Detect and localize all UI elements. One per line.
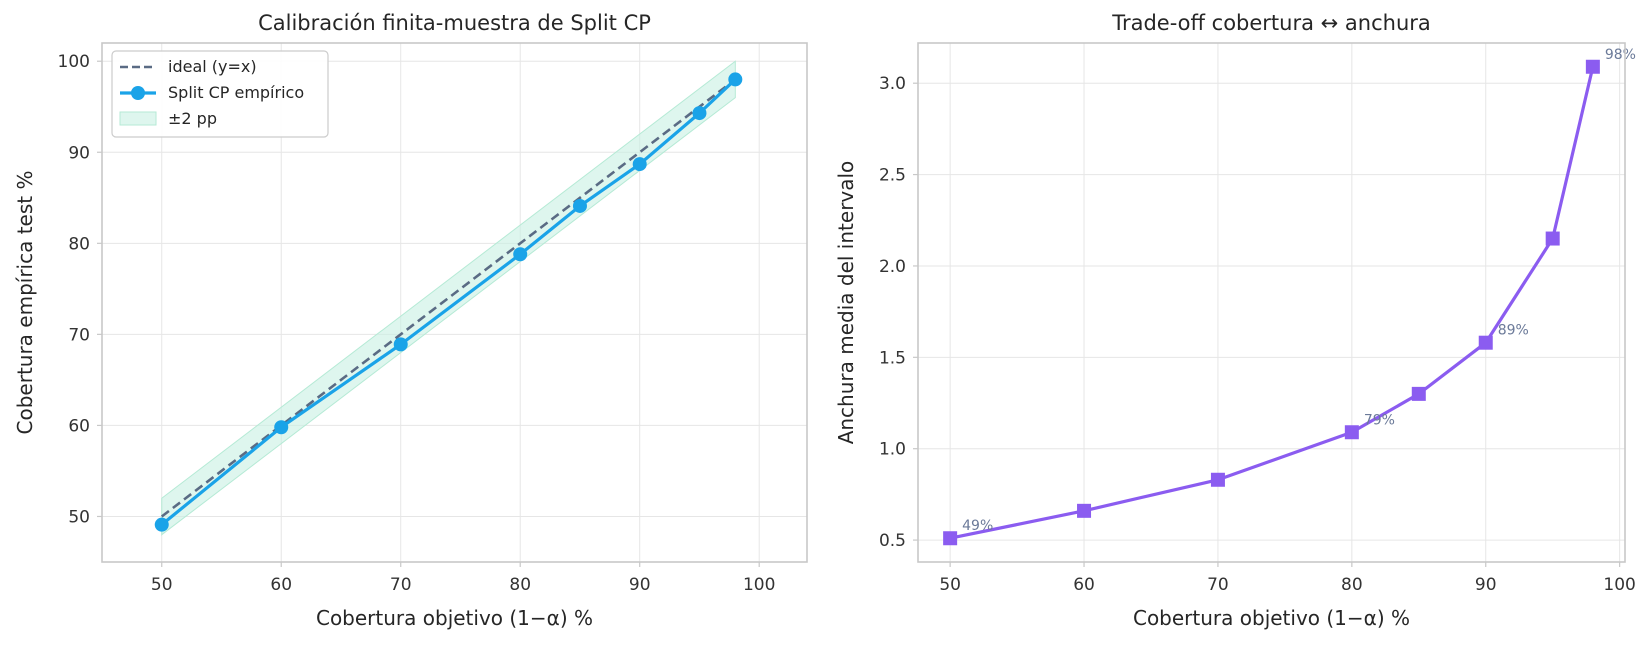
x-tick-label: 60: [1073, 575, 1095, 595]
empirical-point: [632, 157, 647, 172]
empirical-point: [154, 517, 169, 532]
width-point: [1478, 335, 1493, 350]
coverage-annotation: 89%: [1498, 323, 1529, 339]
x-tick-label: 80: [509, 575, 531, 595]
empirical-line: [160, 78, 737, 526]
empirical-point: [393, 337, 408, 352]
y-tick-label: 2.0: [879, 257, 906, 277]
y-tick-label: 2.5: [879, 166, 906, 186]
coverage-annotation: 79%: [1364, 412, 1395, 428]
y-tick-label: 100: [58, 52, 90, 72]
y-tick-label: 1.0: [879, 440, 906, 460]
y-tick-label: 70: [68, 325, 90, 345]
x-tick-label: 50: [939, 575, 961, 595]
tradeoff-x-axis-label: Cobertura objetivo (1−α) %: [1133, 606, 1410, 630]
calibration-y-axis-label: Cobertura empírica test %: [13, 171, 37, 435]
x-tick-label: 70: [390, 575, 412, 595]
tradeoff-plot-frame: [917, 42, 1626, 563]
x-tick-label: 90: [1475, 575, 1497, 595]
y-tick-label: 0.5: [879, 531, 906, 551]
x-tick-label: 100: [743, 575, 775, 595]
empirical-point: [728, 72, 743, 87]
legend-entry: ±2 pp: [168, 109, 217, 128]
width-point: [1545, 231, 1560, 246]
calibration-x-axis-label: Cobertura objetivo (1−α) %: [316, 606, 593, 630]
calibration-chart: Calibración finita-muestra de Split CP C…: [13, 11, 808, 630]
empirical-point: [513, 247, 528, 262]
x-tick-label: 50: [151, 575, 173, 595]
legend-empirical-marker: [131, 86, 145, 100]
y-tick-label: 1.5: [879, 348, 906, 368]
y-tick-label: 80: [68, 234, 90, 254]
x-tick-label: 80: [1341, 575, 1363, 595]
legend-box: [111, 50, 329, 138]
width-point: [1077, 503, 1092, 518]
empirical-point: [572, 198, 587, 213]
width-point: [1411, 386, 1426, 401]
y-tick-label: 90: [68, 143, 90, 163]
coverage-annotation: 49%: [962, 518, 993, 534]
x-tick-label: 100: [1603, 575, 1635, 595]
tradeoff-chart: Trade-off cobertura ↔ anchura Cobertura …: [834, 11, 1636, 630]
ideal-line: [160, 78, 737, 518]
x-tick-label: 70: [1207, 575, 1229, 595]
y-tick-label: 3.0: [879, 74, 906, 94]
x-tick-label: 90: [629, 575, 651, 595]
coverage-annotation: 98%: [1605, 47, 1636, 63]
width-point: [943, 531, 958, 546]
tradeoff-y-axis-label: Anchura media del intervalo: [834, 161, 858, 445]
calibration-chart-title: Calibración finita-muestra de Split CP: [258, 11, 651, 35]
width-point: [1585, 59, 1600, 74]
legend-band-swatch: [119, 111, 157, 126]
empirical-point: [692, 106, 707, 121]
width-line: [949, 66, 1595, 540]
legend-entry: ideal (y=x): [168, 57, 257, 76]
tradeoff-chart-title: Trade-off cobertura ↔ anchura: [1111, 11, 1431, 35]
x-tick-label: 60: [270, 575, 292, 595]
width-point: [1210, 472, 1225, 487]
legend-entry: Split CP empírico: [168, 83, 304, 102]
calibration-plot-frame: [101, 42, 808, 563]
width-point: [1344, 425, 1359, 440]
legend: ideal (y=x) Split CP empírico ±2 pp: [111, 50, 329, 138]
y-tick-label: 50: [68, 507, 90, 527]
y-tick-label: 60: [68, 416, 90, 436]
empirical-point: [274, 420, 289, 435]
